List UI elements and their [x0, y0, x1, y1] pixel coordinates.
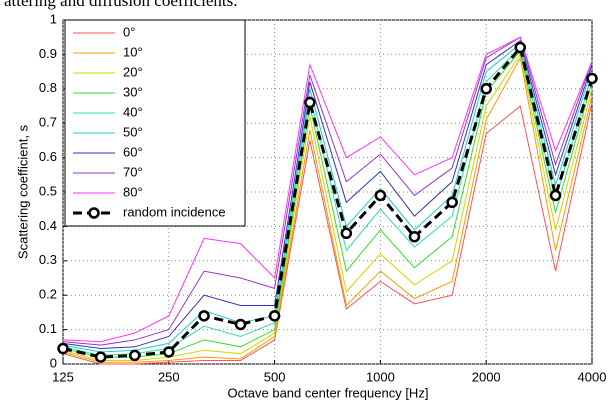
series-line [62, 36, 593, 343]
x-tick-label: 2000 [472, 369, 501, 384]
data-point [480, 83, 492, 95]
data-point [374, 189, 387, 202]
legend-label: 50° [123, 124, 143, 139]
y-tick-label: 0.7 [39, 115, 57, 130]
x-tick-label: 4000 [578, 369, 607, 384]
data-point [446, 196, 458, 209]
y-tick-label: 0.6 [39, 149, 57, 164]
data-point [268, 310, 281, 322]
data-point [408, 230, 421, 243]
data-point [94, 351, 107, 363]
series-line [62, 44, 594, 359]
series-line [62, 53, 593, 362]
x-tick-label: 1000 [366, 369, 395, 384]
data-point [586, 72, 598, 85]
y-tick-label: 0.1 [39, 321, 57, 336]
data-point [128, 349, 141, 362]
data-point [198, 310, 210, 322]
y-tick-label: 0.4 [39, 218, 57, 233]
data-point [57, 342, 69, 355]
y-tick-label: 1 [50, 11, 57, 26]
legend-label: 30° [123, 84, 143, 99]
legend-label: 40° [123, 104, 143, 119]
x-tick-label: 250 [158, 369, 180, 384]
legend-label: 70° [123, 164, 143, 179]
data-point [514, 41, 527, 54]
series-line [62, 102, 593, 365]
x-tick-label: 125 [52, 369, 74, 384]
y-tick-label: 0.3 [39, 252, 57, 267]
y-tick-label: 0.9 [39, 46, 57, 61]
data-point [304, 96, 316, 109]
series-line [62, 49, 593, 358]
series-line [62, 36, 593, 346]
legend-label: 80° [123, 184, 143, 199]
series-line [62, 39, 593, 350]
y-tick-label: 0.5 [39, 183, 57, 198]
data-point [163, 346, 175, 358]
series-line [62, 56, 593, 363]
legend-label: random incidence [123, 204, 226, 219]
legend-label: 10° [123, 44, 143, 59]
y-tick-label: 0 [50, 355, 57, 370]
y-tick-label: 0.2 [39, 287, 57, 302]
data-point [340, 227, 353, 240]
data-point [549, 189, 562, 202]
legend-label: 60° [123, 144, 143, 159]
y-axis-label: Scattering coefficient, s [15, 124, 30, 259]
legend-label: 20° [123, 64, 143, 79]
caption: attering and diffusion coefficients. [4, 0, 238, 10]
legend-marker [88, 207, 100, 219]
y-tick-label: 0.8 [39, 80, 57, 95]
data-point [234, 318, 247, 331]
x-axis-label: Octave band center frequency [Hz] [228, 385, 429, 400]
legend-label: 0° [123, 24, 135, 39]
legend-box [64, 19, 246, 227]
x-tick-label: 500 [264, 369, 286, 384]
series-line [62, 43, 593, 353]
